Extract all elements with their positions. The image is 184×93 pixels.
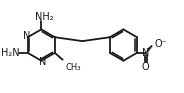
Text: N: N bbox=[142, 48, 149, 58]
Text: O: O bbox=[142, 62, 150, 72]
Text: NH₂: NH₂ bbox=[35, 12, 54, 22]
Text: CH₃: CH₃ bbox=[66, 63, 81, 72]
Text: O⁻: O⁻ bbox=[155, 39, 167, 49]
Text: H₂N: H₂N bbox=[1, 48, 20, 58]
Text: N: N bbox=[39, 57, 46, 67]
Text: N: N bbox=[23, 31, 30, 41]
Text: +: + bbox=[146, 46, 152, 52]
